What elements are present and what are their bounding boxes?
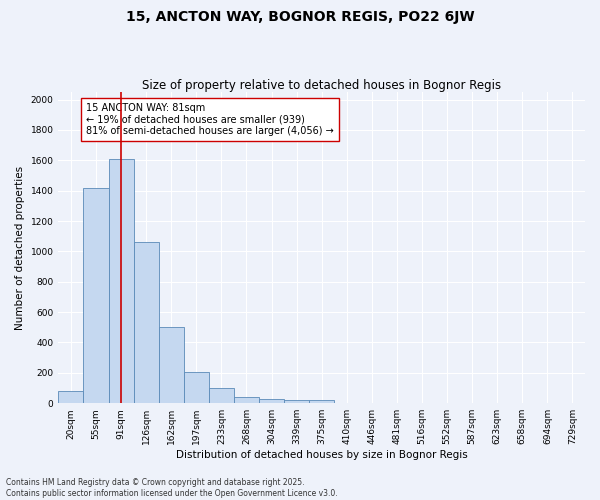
Y-axis label: Number of detached properties: Number of detached properties: [15, 166, 25, 330]
Bar: [134, 242, 159, 403]
Bar: [259, 398, 284, 403]
Bar: [309, 400, 334, 403]
Bar: [109, 159, 134, 403]
Bar: [234, 397, 259, 403]
Bar: [83, 188, 109, 403]
Bar: [284, 400, 309, 403]
Text: 15 ANCTON WAY: 81sqm
← 19% of detached houses are smaller (939)
81% of semi-deta: 15 ANCTON WAY: 81sqm ← 19% of detached h…: [86, 102, 334, 136]
Text: 15, ANCTON WAY, BOGNOR REGIS, PO22 6JW: 15, ANCTON WAY, BOGNOR REGIS, PO22 6JW: [125, 10, 475, 24]
Title: Size of property relative to detached houses in Bognor Regis: Size of property relative to detached ho…: [142, 79, 501, 92]
Bar: [209, 388, 234, 403]
Bar: [58, 391, 83, 403]
Bar: [184, 372, 209, 403]
X-axis label: Distribution of detached houses by size in Bognor Regis: Distribution of detached houses by size …: [176, 450, 467, 460]
Bar: [159, 328, 184, 403]
Text: Contains HM Land Registry data © Crown copyright and database right 2025.
Contai: Contains HM Land Registry data © Crown c…: [6, 478, 338, 498]
